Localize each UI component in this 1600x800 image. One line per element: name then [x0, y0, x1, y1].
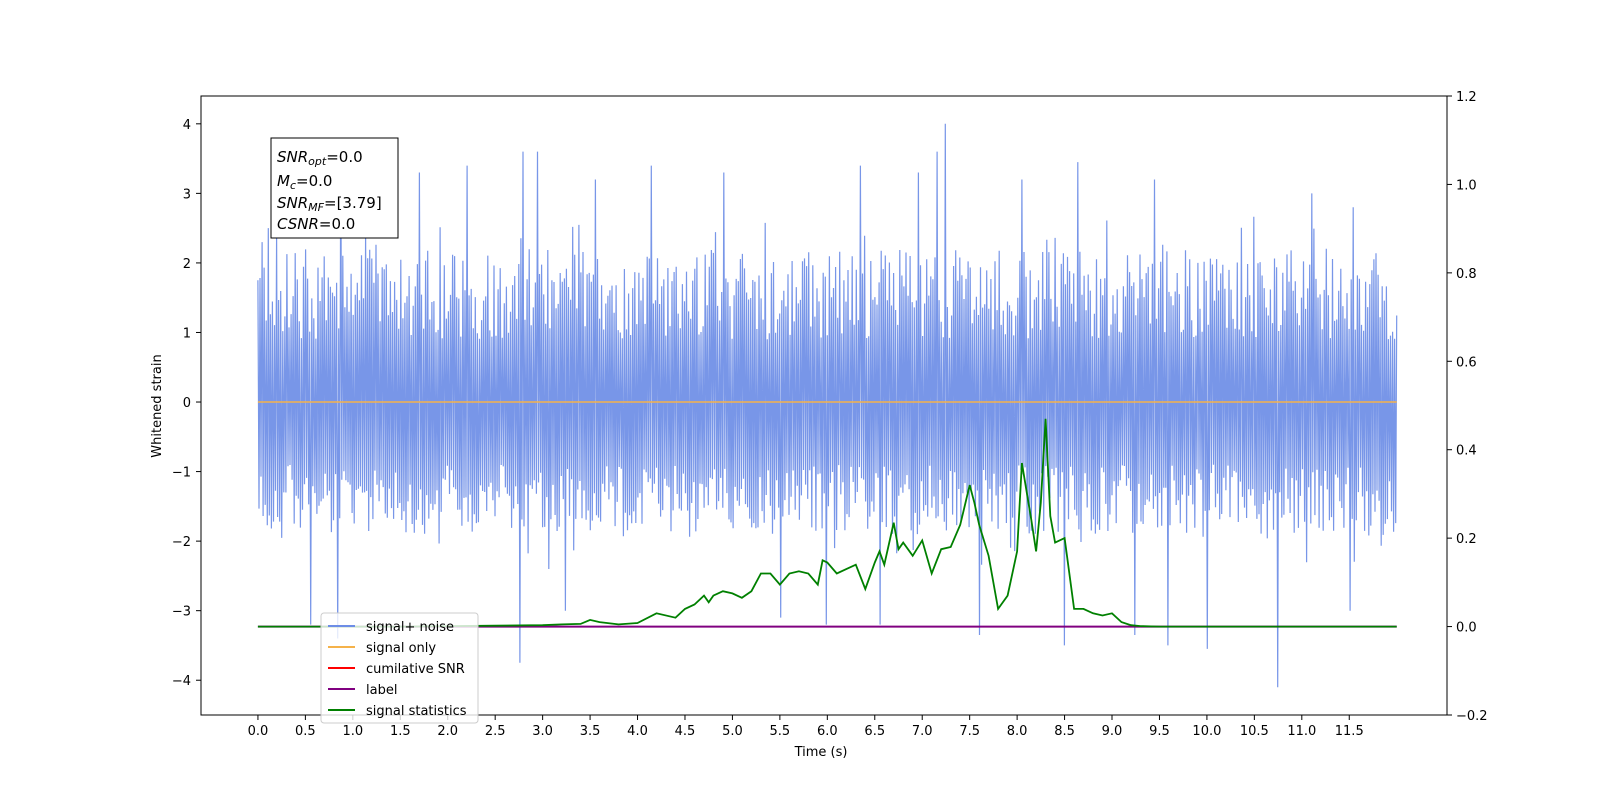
y-tick-label: 3 — [183, 187, 191, 202]
x-tick-label: 7.5 — [959, 724, 980, 739]
y2-tick-label: 0.4 — [1456, 444, 1477, 459]
x-tick-label: 8.0 — [1007, 724, 1028, 739]
y2-axis-ticks: 1.2 1.0 0.8 0.6 0.4 0.2 0.0 −0.2 — [1447, 90, 1488, 724]
y-tick-label: −3 — [172, 605, 191, 620]
x-tick-label: 1.5 — [390, 724, 411, 739]
x-tick-label: 5.5 — [770, 724, 791, 739]
y-tick-label: −2 — [172, 535, 191, 550]
x-tick-label: 11.5 — [1335, 724, 1364, 739]
stats-box: SNRopt=0.0 Mc=0.0 SNRMF=[3.79] CSNR=0.0 — [270, 137, 399, 239]
legend-label-signal-statistics: signal statistics — [366, 704, 467, 719]
y-tick-label: −1 — [172, 466, 191, 481]
x-tick-label: 0.5 — [295, 724, 316, 739]
x-tick-label: 10.0 — [1192, 724, 1221, 739]
x-tick-label: 3.0 — [532, 724, 553, 739]
y2-tick-label: 1.0 — [1456, 178, 1477, 193]
y-tick-label: 2 — [183, 257, 191, 272]
y-axis-label: Whitened strain — [150, 354, 165, 457]
x-axis-label: Time (s) — [794, 745, 848, 760]
stat-snr-mf: SNRMF=[3.79] — [277, 194, 382, 214]
x-axis-ticks: 0.0 0.5 1.0 1.5 2.0 2.5 3.0 3.5 4.0 4.5 5.0 5.5 6.0 6… — [248, 715, 1364, 739]
stat-snr-opt: SNRopt=0.0 — [277, 148, 363, 168]
x-tick-label: 5.0 — [722, 724, 743, 739]
signal-statistics-line — [257, 418, 1397, 628]
legend-label-signal-noise: signal+ noise — [366, 620, 454, 635]
signal-noise-series — [257, 123, 1398, 688]
legend-label-signal-only: signal only — [366, 641, 436, 656]
x-tick-label: 10.5 — [1240, 724, 1269, 739]
x-tick-label: 1.0 — [342, 724, 363, 739]
y-tick-label: 1 — [183, 326, 191, 341]
stat-mc: Mc=0.0 — [277, 172, 332, 192]
plot-frame — [200, 95, 1448, 716]
y-tick-label: 4 — [183, 118, 191, 133]
y-tick-label: −4 — [172, 674, 191, 689]
y2-tick-label: 0.2 — [1456, 532, 1477, 547]
y2-tick-label: 0.6 — [1456, 355, 1477, 370]
y-tick-label: 0 — [183, 396, 191, 411]
legend-label-label: label — [366, 683, 397, 698]
x-tick-label: 2.5 — [485, 724, 506, 739]
signal-noise-line — [257, 123, 1398, 688]
y-axis-ticks: 4 3 2 1 0 −1 −2 −3 −4 — [172, 118, 201, 689]
x-tick-label: 3.5 — [580, 724, 601, 739]
x-tick-label: 11.0 — [1287, 724, 1316, 739]
y2-tick-label: −0.2 — [1456, 709, 1488, 724]
x-tick-label: 6.0 — [817, 724, 838, 739]
legend: signal+ noise signal only cumilative SNR… — [320, 612, 479, 724]
x-tick-label: 2.0 — [437, 724, 458, 739]
x-tick-label: 6.5 — [864, 724, 885, 739]
signal-statistics-series — [257, 418, 1397, 628]
x-tick-label: 8.5 — [1054, 724, 1075, 739]
y2-tick-label: 1.2 — [1456, 90, 1477, 105]
y2-tick-label: 0.0 — [1456, 621, 1477, 636]
x-tick-label: 7.0 — [912, 724, 933, 739]
stat-csnr: CSNR=0.0 — [277, 215, 355, 233]
legend-label-cumulative-snr: cumilative SNR — [366, 662, 465, 677]
x-tick-label: 9.5 — [1149, 724, 1170, 739]
x-tick-label: 4.5 — [675, 724, 696, 739]
x-tick-label: 4.0 — [627, 724, 648, 739]
y2-tick-label: 0.8 — [1456, 267, 1477, 282]
x-tick-label: 0.0 — [248, 724, 269, 739]
x-tick-label: 9.0 — [1102, 724, 1123, 739]
